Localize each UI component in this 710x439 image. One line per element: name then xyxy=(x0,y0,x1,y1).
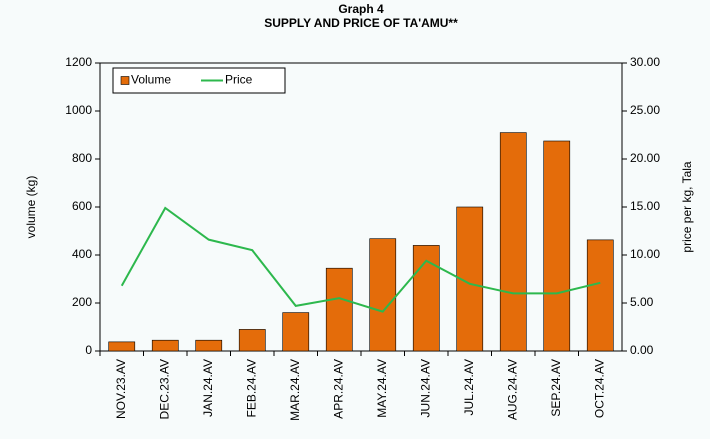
y2-tick-label: 15.00 xyxy=(630,199,660,213)
x-tick-label: JUN.24.AV xyxy=(418,359,432,417)
legend-label: Price xyxy=(225,73,253,87)
x-tick-label: OCT.24.AV xyxy=(592,359,606,418)
y2-tick-label: 30.00 xyxy=(630,55,660,69)
bar xyxy=(238,329,266,352)
y-tick-label: 200 xyxy=(72,295,92,309)
y2-tick-label: 20.00 xyxy=(630,151,660,165)
price-line xyxy=(120,206,601,313)
x-tick-label: APR.24.AV xyxy=(331,359,345,419)
legend-swatch xyxy=(120,76,130,85)
x-tick-label: SEP.24.AV xyxy=(549,359,563,417)
bar xyxy=(543,140,571,352)
bar xyxy=(151,339,179,352)
y2-axis-label: price per kg, Tala xyxy=(680,161,694,252)
y-tick-label: 0 xyxy=(85,343,92,357)
y-tick-label: 1000 xyxy=(65,103,92,117)
x-tick-label: DEC.23.AV xyxy=(157,359,171,419)
bar xyxy=(369,238,397,352)
chart-subtitle: SUPPLY AND PRICE OF TA'AMU** xyxy=(264,16,458,30)
x-tick-label: JAN.24.AV xyxy=(201,359,215,417)
bar xyxy=(456,206,484,352)
y2-tick-label: 25.00 xyxy=(630,103,660,117)
bar xyxy=(195,339,223,352)
bar xyxy=(412,245,440,352)
legend-label: Volume xyxy=(131,73,171,87)
y-tick-label: 400 xyxy=(72,247,92,261)
bar xyxy=(108,341,136,352)
legend-box xyxy=(112,67,286,94)
bar xyxy=(499,132,527,352)
x-tick-label: AUG.24.AV xyxy=(505,359,519,420)
bar xyxy=(282,312,310,352)
bar xyxy=(586,239,614,352)
x-tick-label: NOV.23.AV xyxy=(114,359,128,419)
y2-tick-label: 10.00 xyxy=(630,247,660,261)
x-tick-label: MAR.24.AV xyxy=(288,359,302,421)
y2-tick-label: 0.00 xyxy=(630,343,654,357)
y-tick-label: 800 xyxy=(72,151,92,165)
y-tick-label: 600 xyxy=(72,199,92,213)
x-tick-label: JUL.24.AV xyxy=(462,359,476,415)
x-tick-label: FEB.24.AV xyxy=(244,359,258,417)
y-axis-label: volume (kg) xyxy=(24,176,38,239)
chart-title: Graph 4 xyxy=(338,2,384,16)
y-tick-label: 1200 xyxy=(65,55,92,69)
bar xyxy=(325,267,353,352)
y2-tick-label: 5.00 xyxy=(630,295,654,309)
x-tick-label: MAY.24.AV xyxy=(375,359,389,418)
